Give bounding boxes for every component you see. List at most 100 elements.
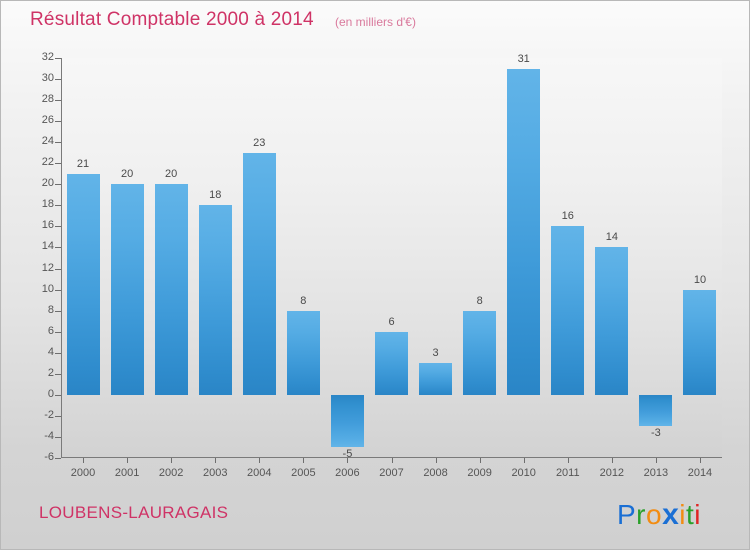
y-axis-label: 18 — [41, 198, 54, 211]
y-axis-tick — [55, 373, 61, 375]
bar-2002[interactable] — [154, 184, 188, 395]
y-axis-label: 14 — [41, 240, 54, 253]
y-axis-tick — [55, 268, 61, 270]
chart-footer: LOUBENS-LAURAGAIS Proxiti — [1, 489, 749, 549]
y-axis-label: 24 — [41, 135, 54, 148]
y-axis-label: 28 — [41, 93, 54, 106]
y-axis-label: 20 — [41, 177, 54, 190]
x-axis-tick — [524, 458, 525, 463]
y-axis-label: 10 — [41, 282, 54, 295]
x-axis-tick — [612, 458, 613, 463]
bar-value-label: 18 — [209, 189, 222, 202]
y-axis-tick — [55, 247, 61, 249]
x-axis-tick — [656, 458, 657, 463]
y-axis-tick — [55, 163, 61, 165]
x-axis-label: 2014 — [687, 467, 713, 479]
y-axis-tick — [55, 415, 61, 417]
x-axis-label: 2009 — [467, 467, 492, 479]
bar-2003[interactable] — [198, 205, 232, 395]
y-axis-tick — [55, 205, 61, 207]
bar-2008[interactable] — [419, 363, 453, 395]
bar-2009[interactable] — [463, 310, 497, 395]
x-axis-label: 2001 — [114, 467, 140, 479]
logo-letter: t — [685, 499, 695, 530]
bar-value-label: 8 — [300, 294, 307, 307]
y-axis-label: 32 — [41, 51, 54, 63]
y-axis-tick — [55, 121, 61, 123]
bar-2000[interactable] — [66, 173, 100, 395]
y-axis-label: 2 — [47, 366, 54, 379]
x-axis-tick — [480, 458, 481, 463]
bar-2013[interactable] — [639, 394, 673, 427]
y-axis-tick — [55, 100, 61, 102]
y-axis-label: 4 — [47, 345, 54, 358]
bar-2014[interactable] — [683, 289, 717, 395]
y-axis-tick — [55, 458, 61, 459]
y-axis-label: 22 — [41, 156, 54, 169]
y-axis-label: 30 — [41, 72, 54, 85]
y-axis-tick — [55, 184, 61, 186]
bar-value-label: 20 — [120, 168, 134, 181]
page-title: Résultat Comptable 2000 à 2014 — [30, 9, 314, 30]
logo-letter: P — [616, 499, 637, 530]
x-axis-tick — [171, 458, 172, 463]
y-axis-label: -4 — [44, 429, 54, 442]
chart-plot-wrapper: -6 -4 -2 0 2 4 6 8 10 12 14 16 18 20 22 24 26 28 30 32 2000… — [42, 51, 722, 479]
bar-2011[interactable] — [551, 226, 585, 395]
chart-subtitle: (en milliers d'€) — [335, 15, 416, 29]
proxiti-logo[interactable]: Proxiti — [617, 498, 701, 532]
bar-value-label: 20 — [165, 168, 178, 181]
x-axis-label: 2000 — [70, 467, 96, 479]
bar-2004[interactable] — [242, 152, 276, 395]
x-axis-tick — [215, 458, 216, 463]
y-axis-label: 0 — [47, 387, 54, 400]
bar-2001[interactable] — [110, 184, 144, 395]
y-axis-tick — [55, 352, 61, 354]
y-axis-label: 8 — [47, 303, 54, 316]
bar-value-label: 6 — [388, 315, 395, 328]
bar-value-label: 3 — [432, 347, 439, 360]
x-axis-label: 2012 — [599, 467, 625, 479]
chart-header: Résultat Comptable 2000 à 2014 (en milli… — [1, 1, 750, 41]
x-axis-tick — [303, 458, 304, 463]
place-name: LOUBENS-LAURAGAIS — [39, 503, 229, 522]
logo-letter: i — [679, 499, 686, 530]
bar-value-label: 16 — [561, 210, 574, 223]
bar-2006[interactable] — [330, 394, 364, 448]
bar-2010[interactable] — [507, 68, 541, 395]
bar-2005[interactable] — [286, 310, 320, 395]
logo-letter: x — [662, 498, 680, 531]
bar-value-label: 31 — [517, 52, 530, 65]
bar-value-label: 8 — [476, 294, 483, 307]
x-axis-tick — [568, 458, 569, 463]
y-axis-tick — [55, 436, 61, 438]
x-axis-label: 2010 — [511, 467, 536, 479]
y-axis-tick — [55, 289, 61, 291]
y-axis-tick — [55, 331, 61, 333]
logo-letter: i — [694, 499, 701, 530]
bar-value-label: 10 — [693, 273, 707, 286]
y-axis-tick — [55, 142, 61, 144]
x-axis-label: 2013 — [643, 467, 669, 479]
y-axis-tick — [55, 310, 61, 312]
x-axis-tick — [127, 458, 128, 463]
bar-value-label: -3 — [651, 427, 661, 440]
x-axis-label: 2002 — [158, 467, 184, 479]
x-axis-line — [61, 457, 722, 458]
y-axis-label: 6 — [47, 324, 54, 337]
x-axis-label: 2011 — [555, 467, 580, 479]
y-axis-label: 26 — [41, 114, 54, 127]
x-axis-tick — [436, 458, 437, 463]
y-axis-tick — [55, 79, 61, 81]
y-axis-tick — [55, 58, 61, 59]
y-axis-label: -2 — [44, 408, 54, 421]
bar-value-label: 21 — [76, 157, 90, 170]
x-axis-label: 2004 — [247, 467, 272, 479]
logo-letter: r — [636, 499, 646, 530]
x-axis-label: 2008 — [423, 467, 448, 479]
bar-2012[interactable] — [595, 247, 629, 395]
bar-value-label: 23 — [253, 136, 266, 149]
bar-2007[interactable] — [375, 331, 408, 395]
x-axis-tick — [347, 458, 348, 463]
